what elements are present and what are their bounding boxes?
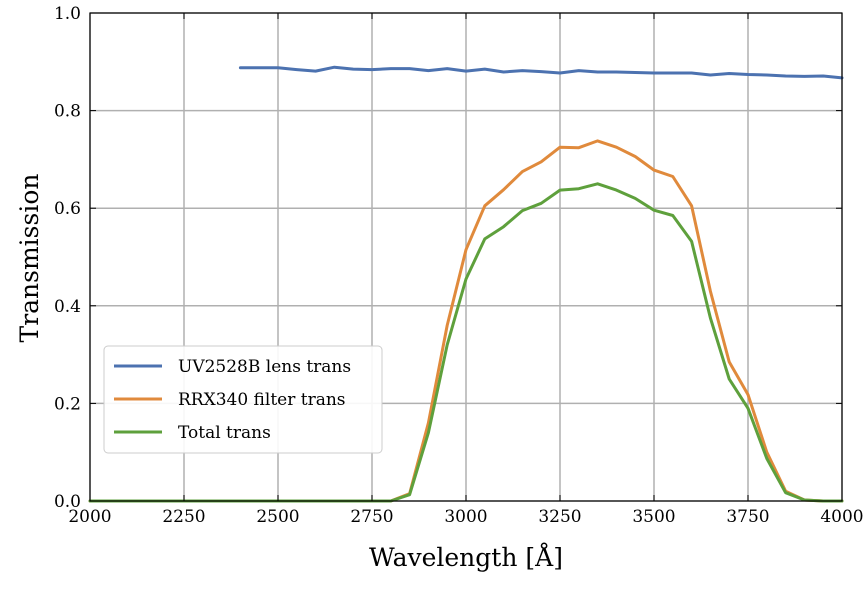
x-tick-label: 3750 bbox=[726, 507, 769, 527]
x-tick-label: 4000 bbox=[820, 507, 863, 527]
x-tick-label: 2500 bbox=[256, 507, 299, 527]
x-tick-label: 3250 bbox=[538, 507, 581, 527]
y-tick-label: 0.0 bbox=[54, 492, 81, 512]
legend-box bbox=[103, 345, 383, 454]
series-lines bbox=[88, 65, 844, 503]
x-tick-label: 3500 bbox=[632, 507, 675, 527]
y-tick-label: 0.6 bbox=[54, 199, 81, 219]
legend: UV2528B lens trans RRX340 filter trans Tot… bbox=[103, 345, 383, 454]
y-tick-label: 1.0 bbox=[54, 4, 81, 24]
legend-label-2: RRX340 filter trans bbox=[178, 390, 346, 410]
y-tick-label: 0.8 bbox=[54, 102, 81, 122]
x-tick-label: 2000 bbox=[68, 507, 111, 527]
x-tick-label: 2750 bbox=[350, 507, 393, 527]
x-axis-label: Wavelength [Å] bbox=[369, 542, 563, 572]
legend-label-3: Total trans bbox=[178, 423, 271, 443]
series-line-3 bbox=[88, 182, 844, 503]
x-tick-label: 3000 bbox=[444, 507, 487, 527]
series-line-2 bbox=[88, 139, 844, 503]
y-tick-label: 0.2 bbox=[54, 394, 81, 414]
ticks: 2000 2250 2500 2750 3000 3250 3500 3750 4000 0.0 0… bbox=[54, 4, 864, 527]
y-axis-label: Transmission bbox=[15, 174, 44, 343]
series-line-1 bbox=[238, 65, 844, 80]
legend-label-1: UV2528B lens trans bbox=[178, 357, 351, 377]
x-tick-label: 2250 bbox=[162, 507, 205, 527]
y-tick-label: 0.4 bbox=[54, 297, 81, 317]
